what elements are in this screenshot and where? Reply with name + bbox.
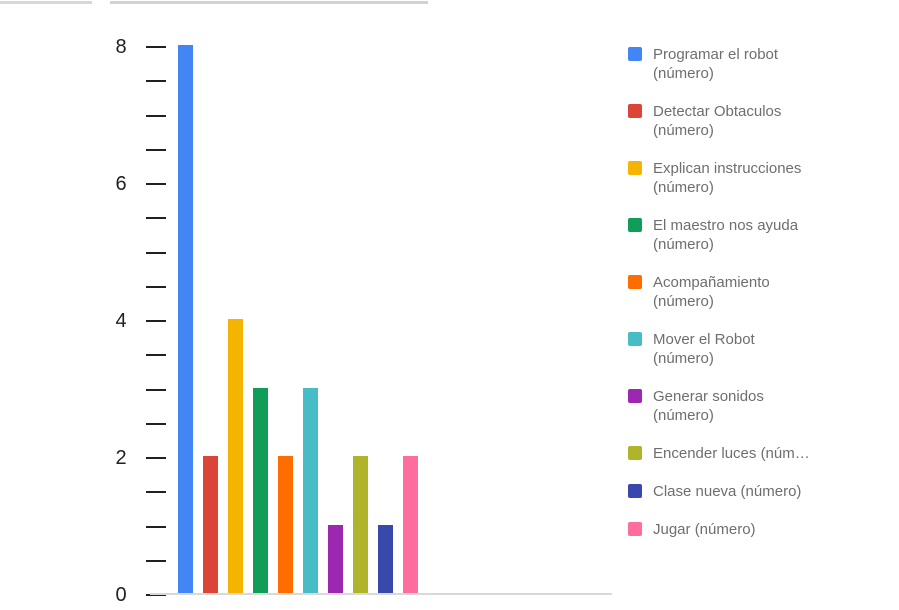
- bar-6[interactable]: [303, 387, 318, 593]
- y-axis-tick: [146, 217, 166, 220]
- legend-swatch: [628, 161, 642, 175]
- bar-5[interactable]: [278, 456, 293, 593]
- legend-swatch: [628, 218, 642, 232]
- bar-4[interactable]: [253, 387, 268, 593]
- bar-9[interactable]: [378, 524, 393, 593]
- y-axis-tick: [146, 320, 166, 322]
- y-axis-tick: [146, 559, 166, 562]
- legend-item: Explican instrucciones (número): [628, 159, 890, 197]
- legend-item: Encender luces (núm…: [628, 444, 890, 463]
- y-axis-label: 6: [115, 173, 127, 195]
- y-axis-tick: [146, 148, 166, 151]
- y-axis-tick: [146, 491, 166, 494]
- bar-2[interactable]: [203, 456, 218, 593]
- legend-item: Generar sonidos (número): [628, 387, 890, 425]
- y-axis-tick: [146, 525, 166, 528]
- legend-swatch: [628, 47, 642, 61]
- y-axis-label: 0: [115, 584, 127, 606]
- legend-label: El maestro nos ayuda (número): [653, 217, 799, 253]
- y-axis-tick: [146, 594, 166, 596]
- y-axis-tick: [146, 457, 166, 459]
- legend-item: Detectar Obtaculos (número): [628, 102, 890, 140]
- legend-swatch: [628, 446, 642, 460]
- legend-item: Clase nueva (número): [628, 482, 890, 501]
- legend: Programar el robot (número) Detectar Obtac…: [628, 45, 890, 539]
- y-axis-label: 4: [115, 310, 127, 332]
- legend-label: Generar sonidos (número): [653, 388, 764, 424]
- legend-label: Encender luces (núm…: [653, 445, 810, 462]
- y-axis-tick: [146, 183, 166, 185]
- y-axis-tick: [146, 114, 166, 117]
- legend-label: Mover el Robot (número): [653, 331, 755, 367]
- legend-item: Jugar (número): [628, 520, 890, 539]
- y-axis-tick: [146, 251, 166, 254]
- legend-label: Acompañamiento (número): [653, 274, 770, 310]
- legend-item: El maestro nos ayuda (número): [628, 216, 890, 254]
- cropped-title-remnant: [0, 1, 428, 4]
- legend-swatch: [628, 275, 642, 289]
- legend-label: Jugar (número): [653, 521, 756, 538]
- legend-label: Explican instrucciones (número): [653, 160, 802, 196]
- y-axis-tick: [146, 285, 166, 288]
- y-axis-tick: [146, 388, 166, 391]
- legend-swatch: [628, 389, 642, 403]
- legend-label: Detectar Obtaculos (número): [653, 103, 782, 139]
- legend-item: Programar el robot (número): [628, 45, 890, 83]
- bar-1[interactable]: [178, 45, 193, 593]
- legend-item: Acompañamiento (número): [628, 273, 890, 311]
- legend-swatch: [628, 104, 642, 118]
- bar-3[interactable]: [228, 319, 243, 593]
- legend-item: Mover el Robot (número): [628, 330, 890, 368]
- legend-swatch: [628, 484, 642, 498]
- bar-8[interactable]: [353, 456, 368, 593]
- y-axis-tick: [146, 80, 166, 83]
- legend-swatch: [628, 522, 642, 536]
- y-axis-tick: [146, 354, 166, 357]
- legend-swatch: [628, 332, 642, 346]
- legend-label: Clase nueva (número): [653, 483, 802, 500]
- y-axis-label: 2: [115, 447, 127, 469]
- legend-label: Programar el robot (número): [653, 46, 779, 82]
- y-axis-tick: [146, 422, 166, 425]
- plot-area: [150, 45, 612, 595]
- y-axis-tick: [146, 46, 166, 48]
- bar-7[interactable]: [328, 524, 343, 593]
- y-axis-label: 8: [115, 36, 127, 58]
- bar-10[interactable]: [403, 456, 418, 593]
